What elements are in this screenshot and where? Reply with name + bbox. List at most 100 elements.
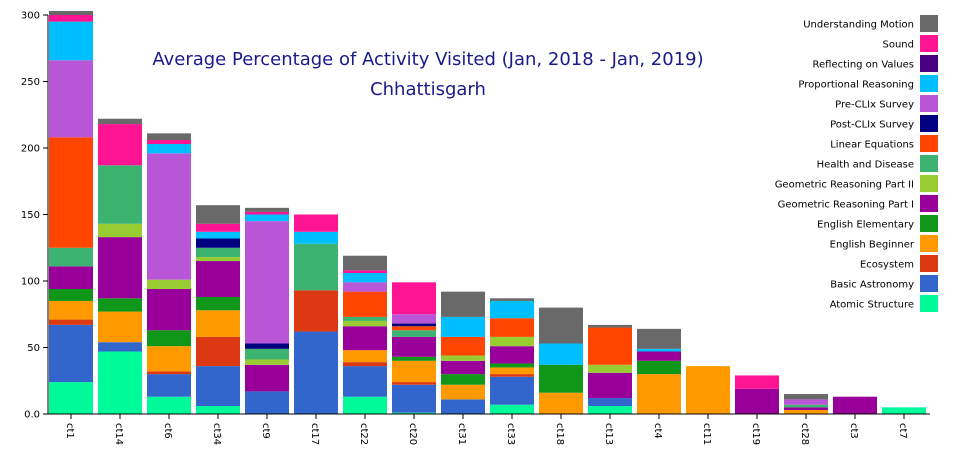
bar-segment	[490, 318, 534, 337]
x-tick-label: ct20	[407, 423, 418, 445]
bar-segment	[392, 382, 436, 385]
bar-segment	[147, 330, 191, 347]
bar-segment	[245, 221, 289, 344]
legend-swatch	[920, 135, 938, 152]
legend-swatch	[920, 55, 938, 72]
legend-label: Pre-CLIx Survey	[835, 100, 914, 111]
bar-segment	[784, 399, 828, 405]
bar-segment	[784, 404, 828, 408]
bar-segment	[196, 257, 240, 262]
bar-segment	[196, 261, 240, 297]
x-tick-label: ct7	[897, 423, 908, 439]
bar-segment	[441, 355, 485, 361]
x-tick-label: ct18	[554, 423, 565, 445]
bar-segment	[490, 367, 534, 375]
bar-segment	[588, 372, 632, 399]
legend-swatch	[920, 115, 938, 132]
x-tick-label: ct31	[456, 423, 467, 445]
bar-segment	[196, 205, 240, 224]
bar-segment	[441, 336, 485, 356]
bar-segment	[392, 330, 436, 337]
legend-swatch	[920, 255, 938, 272]
bar-segment	[343, 396, 387, 414]
x-tick-label: ct6	[162, 423, 173, 439]
bar-segment	[343, 255, 387, 271]
bar-segment	[49, 21, 93, 61]
bar-segment	[98, 165, 142, 224]
legend-label: Understanding Motion	[803, 20, 914, 31]
legend-label: Basic Astronomy	[830, 280, 914, 291]
bar-segment	[294, 331, 338, 414]
bar-segment	[588, 398, 632, 407]
bar-segment	[49, 15, 93, 22]
bar-segment	[784, 410, 828, 414]
bar-segment	[49, 137, 93, 248]
legend-swatch	[920, 195, 938, 212]
bar-segment	[196, 231, 240, 239]
bar-segment	[392, 314, 436, 324]
bar-segment	[637, 360, 681, 375]
bar-segment	[343, 282, 387, 292]
x-tick-label: ct1	[64, 423, 75, 439]
legend-label: Atomic Structure	[830, 300, 914, 311]
bar-segment	[98, 342, 142, 352]
bar-segment	[637, 374, 681, 414]
bar-segment	[245, 391, 289, 414]
legend-swatch	[920, 95, 938, 112]
bars-group	[49, 11, 926, 414]
y-tick-label: 150	[21, 210, 40, 221]
bar-segment	[539, 392, 583, 414]
bar-segment	[490, 300, 534, 319]
legend-label: English Elementary	[817, 220, 914, 231]
bar-segment	[98, 351, 142, 414]
bar-segment	[294, 290, 338, 332]
bar-segment	[343, 350, 387, 363]
bar-segment	[196, 366, 240, 407]
y-tick-label: 300	[21, 11, 40, 22]
bar-segment	[343, 362, 387, 367]
x-tick-label: ct3	[848, 423, 859, 439]
bar-segment	[147, 133, 191, 141]
bar-segment	[147, 346, 191, 372]
bar-segment	[490, 336, 534, 347]
bar-segment	[196, 247, 240, 258]
bar-segment	[588, 406, 632, 414]
bar-segment	[343, 320, 387, 327]
bar-segment	[245, 343, 289, 349]
bar-segment	[392, 326, 436, 331]
x-tick-label: ct34	[211, 423, 222, 445]
bar-segment	[98, 124, 142, 166]
bar-segment	[49, 319, 93, 325]
legend-label: Reflecting on Values	[813, 60, 914, 71]
bar-segment	[637, 328, 681, 349]
legend-label: Linear Equations	[830, 140, 914, 151]
bar-segment	[98, 298, 142, 312]
bar-segment	[392, 384, 436, 413]
bar-segment	[147, 374, 191, 397]
bar-segment	[637, 348, 681, 352]
bar-segment	[245, 348, 289, 360]
bar-segment	[98, 311, 142, 343]
bar-segment	[343, 291, 387, 317]
bar-segment	[294, 214, 338, 232]
bar-segment	[49, 288, 93, 301]
y-tick-label: 100	[21, 277, 40, 288]
x-tick-label: ct9	[260, 423, 271, 439]
bar-segment	[735, 375, 779, 389]
bar-segment	[245, 364, 289, 392]
bar-segment	[147, 279, 191, 289]
bar-segment	[196, 406, 240, 414]
legend-swatch	[920, 235, 938, 252]
bar-segment	[784, 407, 828, 411]
bar-segment	[441, 360, 485, 375]
bar-segment	[343, 316, 387, 321]
bar-segment	[98, 118, 142, 125]
legend-label: Post-CLIx Survey	[830, 120, 914, 131]
bar-segment	[49, 60, 93, 138]
bar-segment	[196, 336, 240, 367]
bar-segment	[441, 291, 485, 317]
legend-label: English Beginner	[830, 240, 915, 251]
x-tick-label: ct11	[701, 423, 712, 445]
bar-segment	[441, 384, 485, 400]
